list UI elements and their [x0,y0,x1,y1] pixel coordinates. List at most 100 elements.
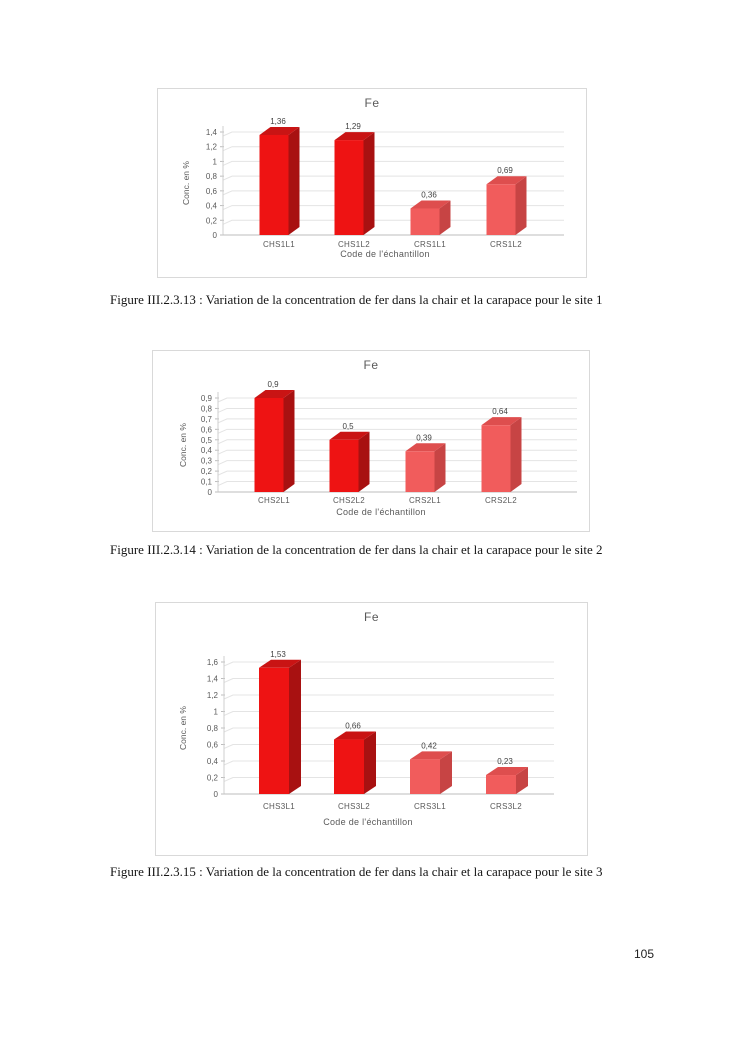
y-tick-label: 1 [214,708,219,717]
figure-caption: Figure III.2.3.14 : Variation de la conc… [110,542,603,557]
bar-value-label: 1,36 [270,117,286,126]
y-tick-label: 1,4 [206,128,218,137]
bar-top-face [481,417,522,426]
bar [254,398,284,492]
bar-side-face [515,176,527,235]
y-tick-label: 0,9 [201,394,213,403]
gridline [217,460,577,466]
bar-side-face [510,417,522,492]
x-tick-label: CHS3L2 [338,802,370,811]
bar-side-face [434,443,446,492]
bar-value-label: 1,29 [345,122,361,131]
bar-value-label: 0,69 [497,166,513,175]
y-tick-label: 1,2 [207,691,219,700]
y-tick-label: 0 [213,231,218,240]
y-tick-label: 0,2 [201,467,213,476]
fe-chart-site2: Fe 0 0,1 0,2 0,3 0,4 0,5 0,6 0,7 0,8 0,9 0,9 CHS2L1… [152,350,590,532]
bar [486,775,516,794]
gridline [223,727,554,733]
bar-side-face [516,767,528,794]
bar-side-face [439,200,451,235]
y-tick-label: 1,4 [207,675,219,684]
x-tick-label: CRS3L2 [490,802,522,811]
gridline [217,407,577,413]
bar-value-label: 0,42 [421,741,437,750]
chart-title: Fe [363,610,379,624]
y-tick-label: 0,4 [207,757,219,766]
gridline [222,190,564,196]
y-tick-label: 0,4 [206,202,218,211]
bar-chart-plot: 0 0,2 0,4 0,6 0,8 1 1,2 1,4 1,6 1,53 CHS3L1 0,66 CHS… [178,650,554,827]
x-axis-title: Code de l'échantillon [336,507,426,517]
x-tick-label: CHS1L1 [263,240,295,249]
gridline [217,439,577,445]
bar-value-label: 1,53 [270,650,286,659]
chart-title: Fe [363,358,379,372]
gridline [217,418,577,424]
bar-top-face [259,126,300,135]
bar-value-label: 0,66 [345,722,361,731]
y-tick-label: 1,6 [207,658,219,667]
y-tick-label: 0,2 [206,216,218,225]
bar-top-face [334,731,376,740]
y-tick-label: 0,3 [201,457,213,466]
gridline [222,160,564,166]
y-tick-label: 0 [208,488,213,497]
x-axis-title: Code de l'échantillon [340,249,430,259]
gridline [223,744,554,749]
bar-side-face [364,731,376,794]
y-tick-label: 0,6 [201,425,213,434]
gridline [223,711,554,716]
y-tick-label: 0,7 [201,415,213,424]
x-tick-label: CRS1L1 [414,240,446,249]
bar [259,667,289,794]
y-tick-label: 0,6 [207,741,219,750]
bar [481,425,511,492]
x-tick-label: CRS2L2 [485,496,517,505]
bar [410,759,440,794]
chart-title: Fe [364,96,380,110]
bar [329,439,359,492]
y-tick-label: 0,2 [207,774,219,783]
bar-value-label: 0,36 [421,191,437,200]
y-tick-label: 0,5 [201,436,213,445]
bar-top-face [405,443,446,452]
figure-caption: Figure III.2.3.15 : Variation de la conc… [110,864,603,879]
fe-chart-site3: Fe 0 0,2 0,4 0,6 0,8 1 1,2 1,4 1,6 1,53 CHS3L1 0,66… [155,602,588,856]
y-tick-label: 0,1 [201,478,213,487]
fe-chart-site1: Fe 0 0,2 0,4 0,6 0,8 1 1,2 1,4 1,36 CHS1L1 1,29 CHS… [157,88,587,278]
x-tick-label: CHS2L1 [258,496,290,505]
y-tick-label: 0,8 [201,404,213,413]
gridline [222,205,564,211]
y-tick-label: 0,6 [206,187,218,196]
y-tick-label: 0,4 [201,446,213,455]
gridline [222,146,564,152]
y-axis-title: Conc. en % [178,706,188,750]
bar [334,739,364,794]
x-tick-label: CHS3L1 [263,802,295,811]
bar-top-face [486,767,528,776]
y-tick-label: 0,8 [206,172,218,181]
x-axis-title: Code de l'échantillon [323,817,413,827]
bar-top-face [410,751,452,760]
x-tick-label: CHS1L2 [338,240,370,249]
gridline [222,175,564,181]
bar-value-label: 0,5 [342,422,354,431]
gridline [217,397,577,403]
y-tick-label: 1 [213,157,218,166]
bar-top-face [486,176,527,185]
bar-value-label: 0,39 [416,433,432,442]
bar-side-face [358,431,370,492]
gridline [217,470,577,476]
bar [259,134,289,235]
gridline [217,481,577,487]
y-tick-label: 1,2 [206,143,218,152]
bar [405,451,435,492]
gridline [223,678,554,683]
bar-top-face [254,390,295,398]
bar-top-face [334,132,375,141]
y-tick-label: 0 [214,790,219,799]
bar-side-face [363,132,375,235]
bar-side-face [289,659,301,794]
x-tick-label: CRS1L2 [490,240,522,249]
